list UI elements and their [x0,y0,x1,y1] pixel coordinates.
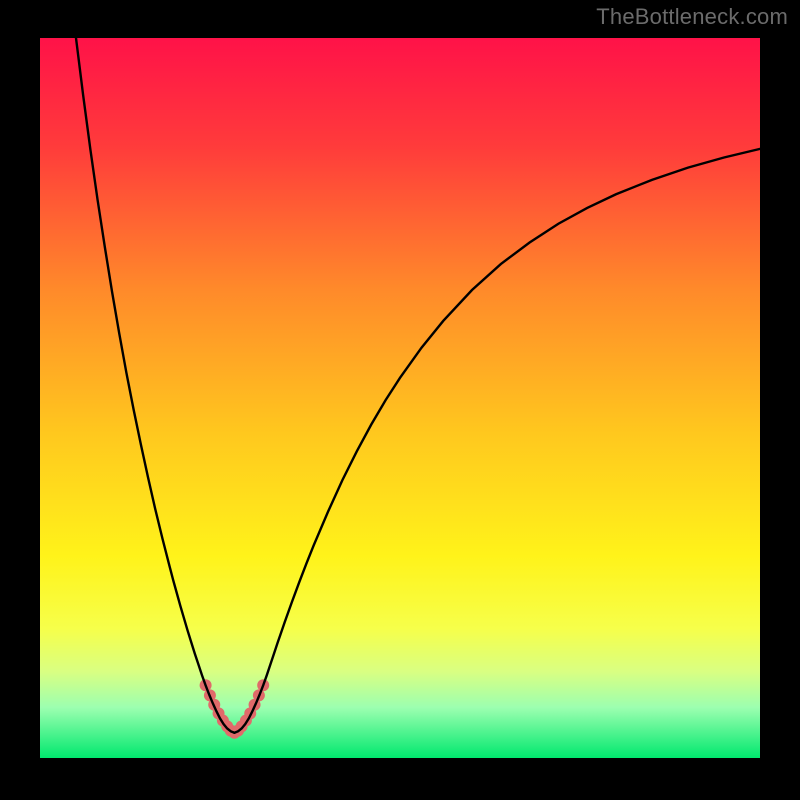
plot-background [40,38,760,758]
bottleneck-chart [0,0,800,800]
chart-stage: TheBottleneck.com [0,0,800,800]
